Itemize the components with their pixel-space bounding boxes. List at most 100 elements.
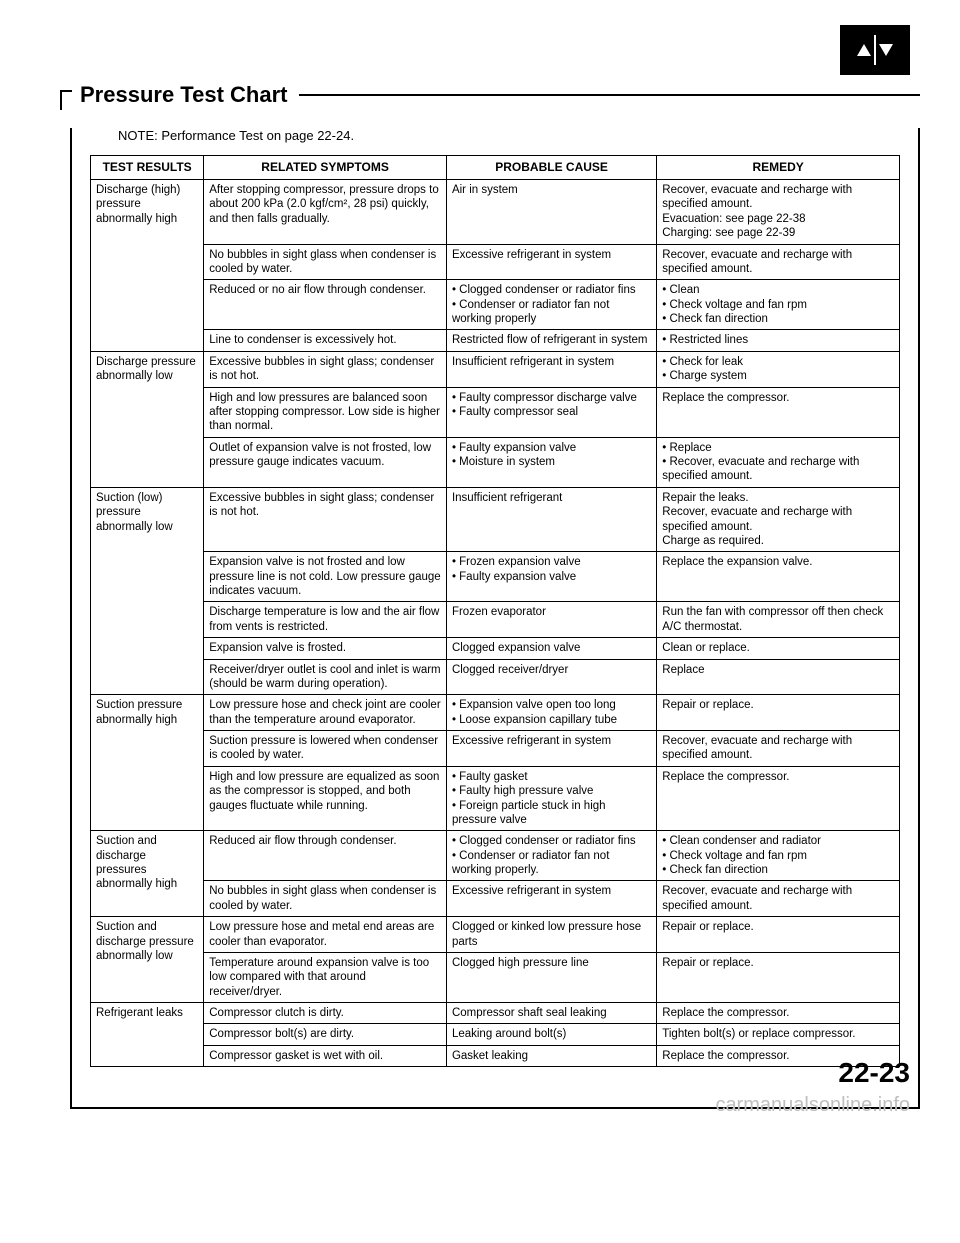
note-text: NOTE: Performance Test on page 22-24.: [118, 128, 900, 143]
watermark-text: carmanualsonline.info: [715, 1094, 910, 1117]
table-row: Suction pressure is lowered when condens…: [91, 731, 900, 767]
table-row: Suction and discharge pressure abnormall…: [91, 917, 900, 953]
cell-symptom: Compressor bolt(s) are dirty.: [204, 1024, 447, 1045]
title-row: Pressure Test Chart: [60, 80, 920, 110]
cell-symptom: Excessive bubbles in sight glass; conden…: [204, 351, 447, 387]
cell-cause: Restricted flow of refrigerant in system: [446, 330, 656, 351]
cell-remedy: • Clean condenser and radiator• Check vo…: [657, 831, 900, 881]
cell-symptom: Excessive bubbles in sight glass; conden…: [204, 487, 447, 552]
cell-cause: Frozen evaporator: [446, 602, 656, 638]
cell-symptom: Expansion valve is frosted.: [204, 638, 447, 659]
cell-cause: • Faulty expansion valve• Moisture in sy…: [446, 437, 656, 487]
cell-cause: • Faulty gasket• Faulty high pressure va…: [446, 766, 656, 831]
cell-remedy: Replace the compressor.: [657, 1003, 900, 1024]
page-number: 22-23: [838, 1057, 910, 1089]
cell-cause: Compressor shaft seal leaking: [446, 1003, 656, 1024]
cell-symptom: Low pressure hose and check joint are co…: [204, 695, 447, 731]
table-row: No bubbles in sight glass when condenser…: [91, 881, 900, 917]
cell-remedy: Replace the expansion valve.: [657, 552, 900, 602]
table-row: High and low pressure are equalized as s…: [91, 766, 900, 831]
cell-symptom: Expansion valve is not frosted and low p…: [204, 552, 447, 602]
table-row: Discharge temperature is low and the air…: [91, 602, 900, 638]
cell-remedy: Replace: [657, 659, 900, 695]
cell-symptom: Reduced or no air flow through condenser…: [204, 280, 447, 330]
table-row: High and low pressures are balanced soon…: [91, 387, 900, 437]
cell-cause: Leaking around bolt(s): [446, 1024, 656, 1045]
col-header-results: TEST RESULTS: [91, 156, 204, 180]
cell-symptom: High and low pressures are balanced soon…: [204, 387, 447, 437]
cell-remedy: Clean or replace.: [657, 638, 900, 659]
cell-symptom: Discharge temperature is low and the air…: [204, 602, 447, 638]
cell-remedy: Recover, evacuate and recharge with spec…: [657, 881, 900, 917]
cell-remedy: • Replace• Recover, evacuate and recharg…: [657, 437, 900, 487]
cell-remedy: Tighten bolt(s) or replace compressor.: [657, 1024, 900, 1045]
cell-test-result: Suction pressure abnormally high: [91, 695, 204, 831]
cell-cause: Insufficient refrigerant in system: [446, 351, 656, 387]
cell-symptom: Line to condenser is excessively hot.: [204, 330, 447, 351]
cell-cause: • Faulty compressor discharge valve• Fau…: [446, 387, 656, 437]
table-row: Discharge (high) pressure abnormally hig…: [91, 180, 900, 245]
table-row: Temperature around expansion valve is to…: [91, 952, 900, 1002]
table-row: Line to condenser is excessively hot.Res…: [91, 330, 900, 351]
table-row: Expansion valve is frosted.Clogged expan…: [91, 638, 900, 659]
cell-remedy: Run the fan with compressor off then che…: [657, 602, 900, 638]
table-row: Reduced or no air flow through condenser…: [91, 280, 900, 330]
title-corner-tick: [60, 90, 72, 110]
cell-test-result: Suction (low) pressure abnormally low: [91, 487, 204, 695]
table-row: Compressor bolt(s) are dirty.Leaking aro…: [91, 1024, 900, 1045]
cell-cause: Air in system: [446, 180, 656, 245]
page-title: Pressure Test Chart: [80, 82, 287, 108]
cell-cause: Clogged or kinked low pressure hose part…: [446, 917, 656, 953]
cell-remedy: Repair the leaks.Recover, evacuate and r…: [657, 487, 900, 552]
cell-symptom: Receiver/dryer outlet is cool and inlet …: [204, 659, 447, 695]
table-row: Discharge pressure abnormally lowExcessi…: [91, 351, 900, 387]
cell-cause: Clogged high pressure line: [446, 952, 656, 1002]
cell-remedy: Recover, evacuate and recharge with spec…: [657, 180, 900, 245]
cell-symptom: Suction pressure is lowered when condens…: [204, 731, 447, 767]
table-row: Compressor gasket is wet with oil.Gasket…: [91, 1045, 900, 1066]
cell-symptom: Reduced air flow through condenser.: [204, 831, 447, 881]
cell-remedy: Repair or replace.: [657, 952, 900, 1002]
cell-test-result: Discharge pressure abnormally low: [91, 351, 204, 487]
cell-test-result: Refrigerant leaks: [91, 1003, 204, 1067]
cell-remedy: Replace the compressor.: [657, 387, 900, 437]
cell-cause: • Clogged condenser or radiator fins• Co…: [446, 280, 656, 330]
arrow-down-icon: [879, 44, 893, 56]
cell-symptom: No bubbles in sight glass when condenser…: [204, 881, 447, 917]
cell-cause: Gasket leaking: [446, 1045, 656, 1066]
arrow-up-icon: [857, 44, 871, 56]
table-header-row: TEST RESULTS RELATED SYMPTOMS PROBABLE C…: [91, 156, 900, 180]
cell-cause: Excessive refrigerant in system: [446, 731, 656, 767]
cell-remedy: • Restricted lines: [657, 330, 900, 351]
cell-test-result: Discharge (high) pressure abnormally hig…: [91, 180, 204, 352]
cell-symptom: After stopping compressor, pressure drop…: [204, 180, 447, 245]
table-row: Refrigerant leaksCompressor clutch is di…: [91, 1003, 900, 1024]
cell-symptom: Outlet of expansion valve is not frosted…: [204, 437, 447, 487]
col-header-remedy: REMEDY: [657, 156, 900, 180]
pressure-test-table: TEST RESULTS RELATED SYMPTOMS PROBABLE C…: [90, 155, 900, 1067]
cell-cause: • Frozen expansion valve• Faulty expansi…: [446, 552, 656, 602]
table-row: No bubbles in sight glass when condenser…: [91, 244, 900, 280]
cell-symptom: Low pressure hose and metal end areas ar…: [204, 917, 447, 953]
cell-cause: • Clogged condenser or radiator fins• Co…: [446, 831, 656, 881]
cell-cause: Clogged receiver/dryer: [446, 659, 656, 695]
cell-cause: Excessive refrigerant in system: [446, 881, 656, 917]
cell-remedy: Replace the compressor.: [657, 766, 900, 831]
col-header-cause: PROBABLE CAUSE: [446, 156, 656, 180]
section-tab-icon: [840, 25, 910, 75]
cell-symptom: Compressor gasket is wet with oil.: [204, 1045, 447, 1066]
cell-cause: Insufficient refrigerant: [446, 487, 656, 552]
cell-remedy: • Check for leak• Charge system: [657, 351, 900, 387]
cell-symptom: No bubbles in sight glass when condenser…: [204, 244, 447, 280]
cell-remedy: Repair or replace.: [657, 917, 900, 953]
content-box: NOTE: Performance Test on page 22-24. TE…: [70, 128, 920, 1109]
table-row: Suction pressure abnormally highLow pres…: [91, 695, 900, 731]
cell-test-result: Suction and discharge pressure abnormall…: [91, 917, 204, 1003]
cell-symptom: Temperature around expansion valve is to…: [204, 952, 447, 1002]
cell-cause: • Expansion valve open too long• Loose e…: [446, 695, 656, 731]
cell-remedy: Repair or replace.: [657, 695, 900, 731]
table-row: Suction (low) pressure abnormally lowExc…: [91, 487, 900, 552]
table-row: Expansion valve is not frosted and low p…: [91, 552, 900, 602]
cell-remedy: Recover, evacuate and recharge with spec…: [657, 731, 900, 767]
cell-remedy: Recover, evacuate and recharge with spec…: [657, 244, 900, 280]
